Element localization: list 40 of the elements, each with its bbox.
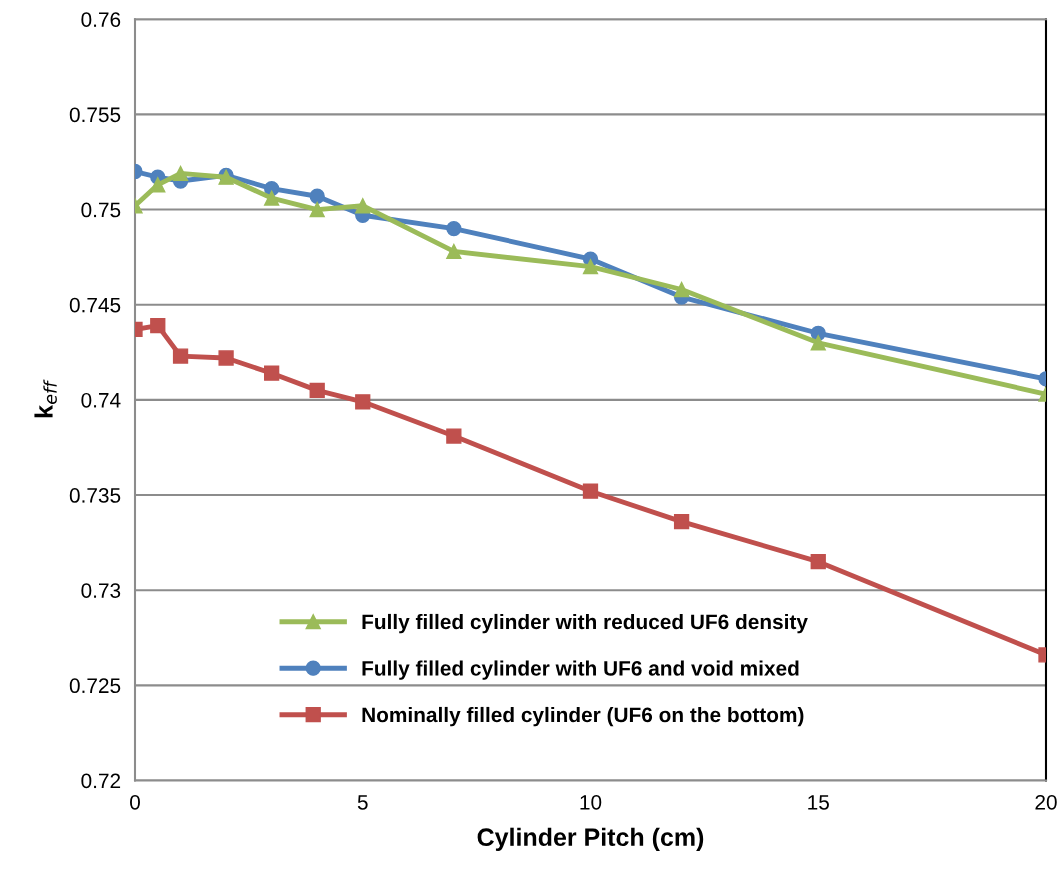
y-tick-label: 0.74 [81, 392, 121, 408]
y-tick-label: 0.725 [69, 678, 121, 694]
x-tick-label: 15 [808, 795, 829, 810]
y-tick-label: 0.735 [69, 488, 121, 503]
point [150, 318, 166, 334]
y-tick-label: 0.73 [81, 583, 121, 598]
point [309, 188, 325, 204]
point [446, 428, 462, 444]
legend-label: Fully filled cylinder with reduced UF6 density [362, 613, 808, 634]
point [309, 382, 325, 398]
point [673, 514, 690, 530]
x-tick-label: 20 [1035, 794, 1057, 810]
point [309, 201, 325, 218]
x-tick-label: 0 [130, 794, 140, 810]
point [264, 365, 280, 381]
legend-label: Nominally filled cylinder (UF6 on the bottom) [362, 706, 804, 727]
y-tick-label: 0.72 [81, 773, 121, 789]
point [172, 348, 189, 364]
y-tick-label: 0.75 [81, 202, 121, 218]
point [446, 220, 462, 237]
point [218, 350, 234, 366]
point [264, 190, 280, 206]
y-axis-title: k$_{eff}$ [34, 379, 57, 418]
point [172, 165, 189, 182]
point [355, 198, 371, 214]
y-tick-label: 0.755 [69, 107, 121, 123]
point [673, 281, 690, 298]
point [582, 259, 599, 275]
point [810, 335, 826, 351]
x-tick-label: 5 [357, 795, 368, 810]
point [355, 394, 371, 410]
y-tick-label: 0.745 [69, 297, 121, 313]
point [150, 177, 166, 193]
point [810, 554, 826, 570]
point [446, 243, 462, 260]
point [582, 483, 599, 499]
x-axis-title: Cylinder Pitch (cm) [477, 827, 704, 851]
x-tick-label: 10 [580, 794, 602, 810]
legend-label: Fully filled cylinder with UF6 and void mixed [362, 660, 799, 680]
y-tick-label: 0.76 [81, 12, 121, 27]
